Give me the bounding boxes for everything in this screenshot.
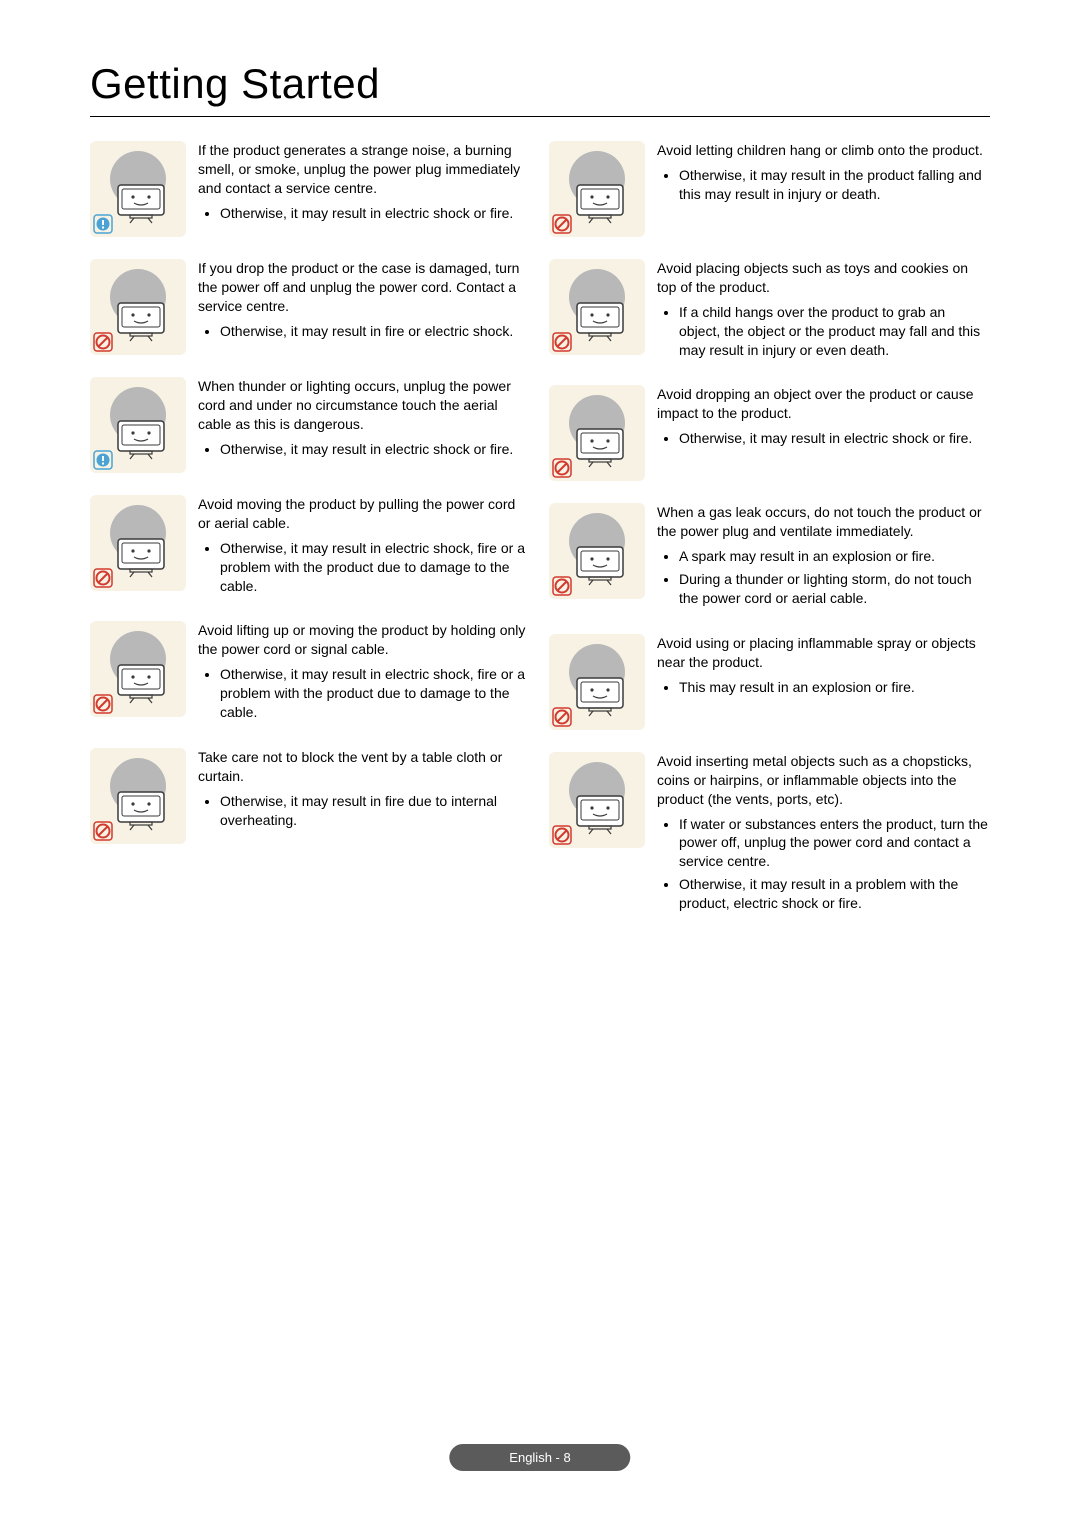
- item-lead-text: When thunder or lighting occurs, unplug …: [198, 377, 531, 434]
- prohibit-icon: [549, 752, 645, 848]
- item-bullet-list: Otherwise, it may result in electric sho…: [198, 665, 531, 722]
- item-bullet: Otherwise, it may result in fire due to …: [220, 792, 531, 830]
- item-bullet: Otherwise, it may result in electric sho…: [679, 429, 990, 448]
- item-bullet: Otherwise, it may result in electric sho…: [220, 539, 531, 596]
- item-body: Avoid moving the product by pulling the …: [198, 495, 531, 599]
- item-lead-text: Avoid dropping an object over the produc…: [657, 385, 990, 423]
- item-lead-text: If you drop the product or the case is d…: [198, 259, 531, 316]
- prohibit-icon: [549, 634, 645, 730]
- item-bullet-list: Otherwise, it may result in fire due to …: [198, 792, 531, 830]
- page-footer: English - 8: [449, 1444, 630, 1471]
- item-bullet: This may result in an explosion or fire.: [679, 678, 990, 697]
- content-columns: If the product generates a strange noise…: [90, 141, 990, 917]
- left-column: If the product generates a strange noise…: [90, 141, 531, 917]
- item-body: Avoid using or placing inflammable spray…: [657, 634, 990, 730]
- item-bullet: Otherwise, it may result in electric sho…: [220, 440, 531, 459]
- item-bullet-list: Otherwise, it may result in electric sho…: [657, 429, 990, 448]
- safety-item: Avoid moving the product by pulling the …: [90, 495, 531, 599]
- prohibit-icon: [90, 621, 186, 717]
- item-bullet: A spark may result in an explosion or fi…: [679, 547, 990, 566]
- item-bullet-list: A spark may result in an explosion or fi…: [657, 547, 990, 608]
- prohibit-icon: [90, 748, 186, 844]
- safety-item: Avoid placing objects such as toys and c…: [549, 259, 990, 363]
- item-bullet: During a thunder or lighting storm, do n…: [679, 570, 990, 608]
- item-bullet: Otherwise, it may result in electric sho…: [220, 665, 531, 722]
- item-body: Avoid letting children hang or climb ont…: [657, 141, 990, 237]
- safety-item: If you drop the product or the case is d…: [90, 259, 531, 355]
- item-body: Avoid dropping an object over the produc…: [657, 385, 990, 481]
- item-lead-text: Avoid using or placing inflammable spray…: [657, 634, 990, 672]
- item-body: If you drop the product or the case is d…: [198, 259, 531, 355]
- item-bullet-list: This may result in an explosion or fire.: [657, 678, 990, 697]
- safety-item: When a gas leak occurs, do not touch the…: [549, 503, 990, 611]
- item-bullet-list: Otherwise, it may result in electric sho…: [198, 204, 531, 223]
- item-lead-text: Avoid letting children hang or climb ont…: [657, 141, 990, 160]
- prohibit-icon: [90, 259, 186, 355]
- item-lead-text: Avoid lifting up or moving the product b…: [198, 621, 531, 659]
- item-bullet: Otherwise, it may result in the product …: [679, 166, 990, 204]
- item-bullet: Otherwise, it may result in a problem wi…: [679, 875, 990, 913]
- item-body: Avoid lifting up or moving the product b…: [198, 621, 531, 725]
- prohibit-icon: [549, 141, 645, 237]
- prohibit-icon: [549, 259, 645, 355]
- warning-icon: [90, 377, 186, 473]
- item-bullet-list: Otherwise, it may result in the product …: [657, 166, 990, 204]
- item-body: When a gas leak occurs, do not touch the…: [657, 503, 990, 611]
- item-body: If the product generates a strange noise…: [198, 141, 531, 237]
- item-bullet: If a child hangs over the product to gra…: [679, 303, 990, 360]
- safety-item: Avoid inserting metal objects such as a …: [549, 752, 990, 917]
- item-lead-text: Avoid placing objects such as toys and c…: [657, 259, 990, 297]
- item-body: Avoid placing objects such as toys and c…: [657, 259, 990, 363]
- item-body: Take care not to block the vent by a tab…: [198, 748, 531, 844]
- item-bullet: Otherwise, it may result in fire or elec…: [220, 322, 531, 341]
- item-lead-text: If the product generates a strange noise…: [198, 141, 531, 198]
- warning-icon: [90, 141, 186, 237]
- safety-item: Avoid dropping an object over the produc…: [549, 385, 990, 481]
- safety-item: When thunder or lighting occurs, unplug …: [90, 377, 531, 473]
- safety-item: Avoid lifting up or moving the product b…: [90, 621, 531, 725]
- item-bullet-list: Otherwise, it may result in electric sho…: [198, 539, 531, 596]
- item-bullet: Otherwise, it may result in electric sho…: [220, 204, 531, 223]
- item-body: When thunder or lighting occurs, unplug …: [198, 377, 531, 473]
- item-lead-text: Avoid inserting metal objects such as a …: [657, 752, 990, 809]
- item-lead-text: When a gas leak occurs, do not touch the…: [657, 503, 990, 541]
- page-title: Getting Started: [90, 60, 990, 117]
- prohibit-icon: [549, 503, 645, 599]
- item-bullet: If water or substances enters the produc…: [679, 815, 990, 872]
- prohibit-icon: [90, 495, 186, 591]
- item-body: Avoid inserting metal objects such as a …: [657, 752, 990, 917]
- item-bullet-list: If a child hangs over the product to gra…: [657, 303, 990, 360]
- safety-item: Take care not to block the vent by a tab…: [90, 748, 531, 844]
- item-bullet-list: If water or substances enters the produc…: [657, 815, 990, 913]
- item-bullet-list: Otherwise, it may result in fire or elec…: [198, 322, 531, 341]
- item-bullet-list: Otherwise, it may result in electric sho…: [198, 440, 531, 459]
- safety-item: If the product generates a strange noise…: [90, 141, 531, 237]
- safety-item: Avoid letting children hang or climb ont…: [549, 141, 990, 237]
- item-lead-text: Take care not to block the vent by a tab…: [198, 748, 531, 786]
- prohibit-icon: [549, 385, 645, 481]
- right-column: Avoid letting children hang or climb ont…: [549, 141, 990, 917]
- item-lead-text: Avoid moving the product by pulling the …: [198, 495, 531, 533]
- safety-item: Avoid using or placing inflammable spray…: [549, 634, 990, 730]
